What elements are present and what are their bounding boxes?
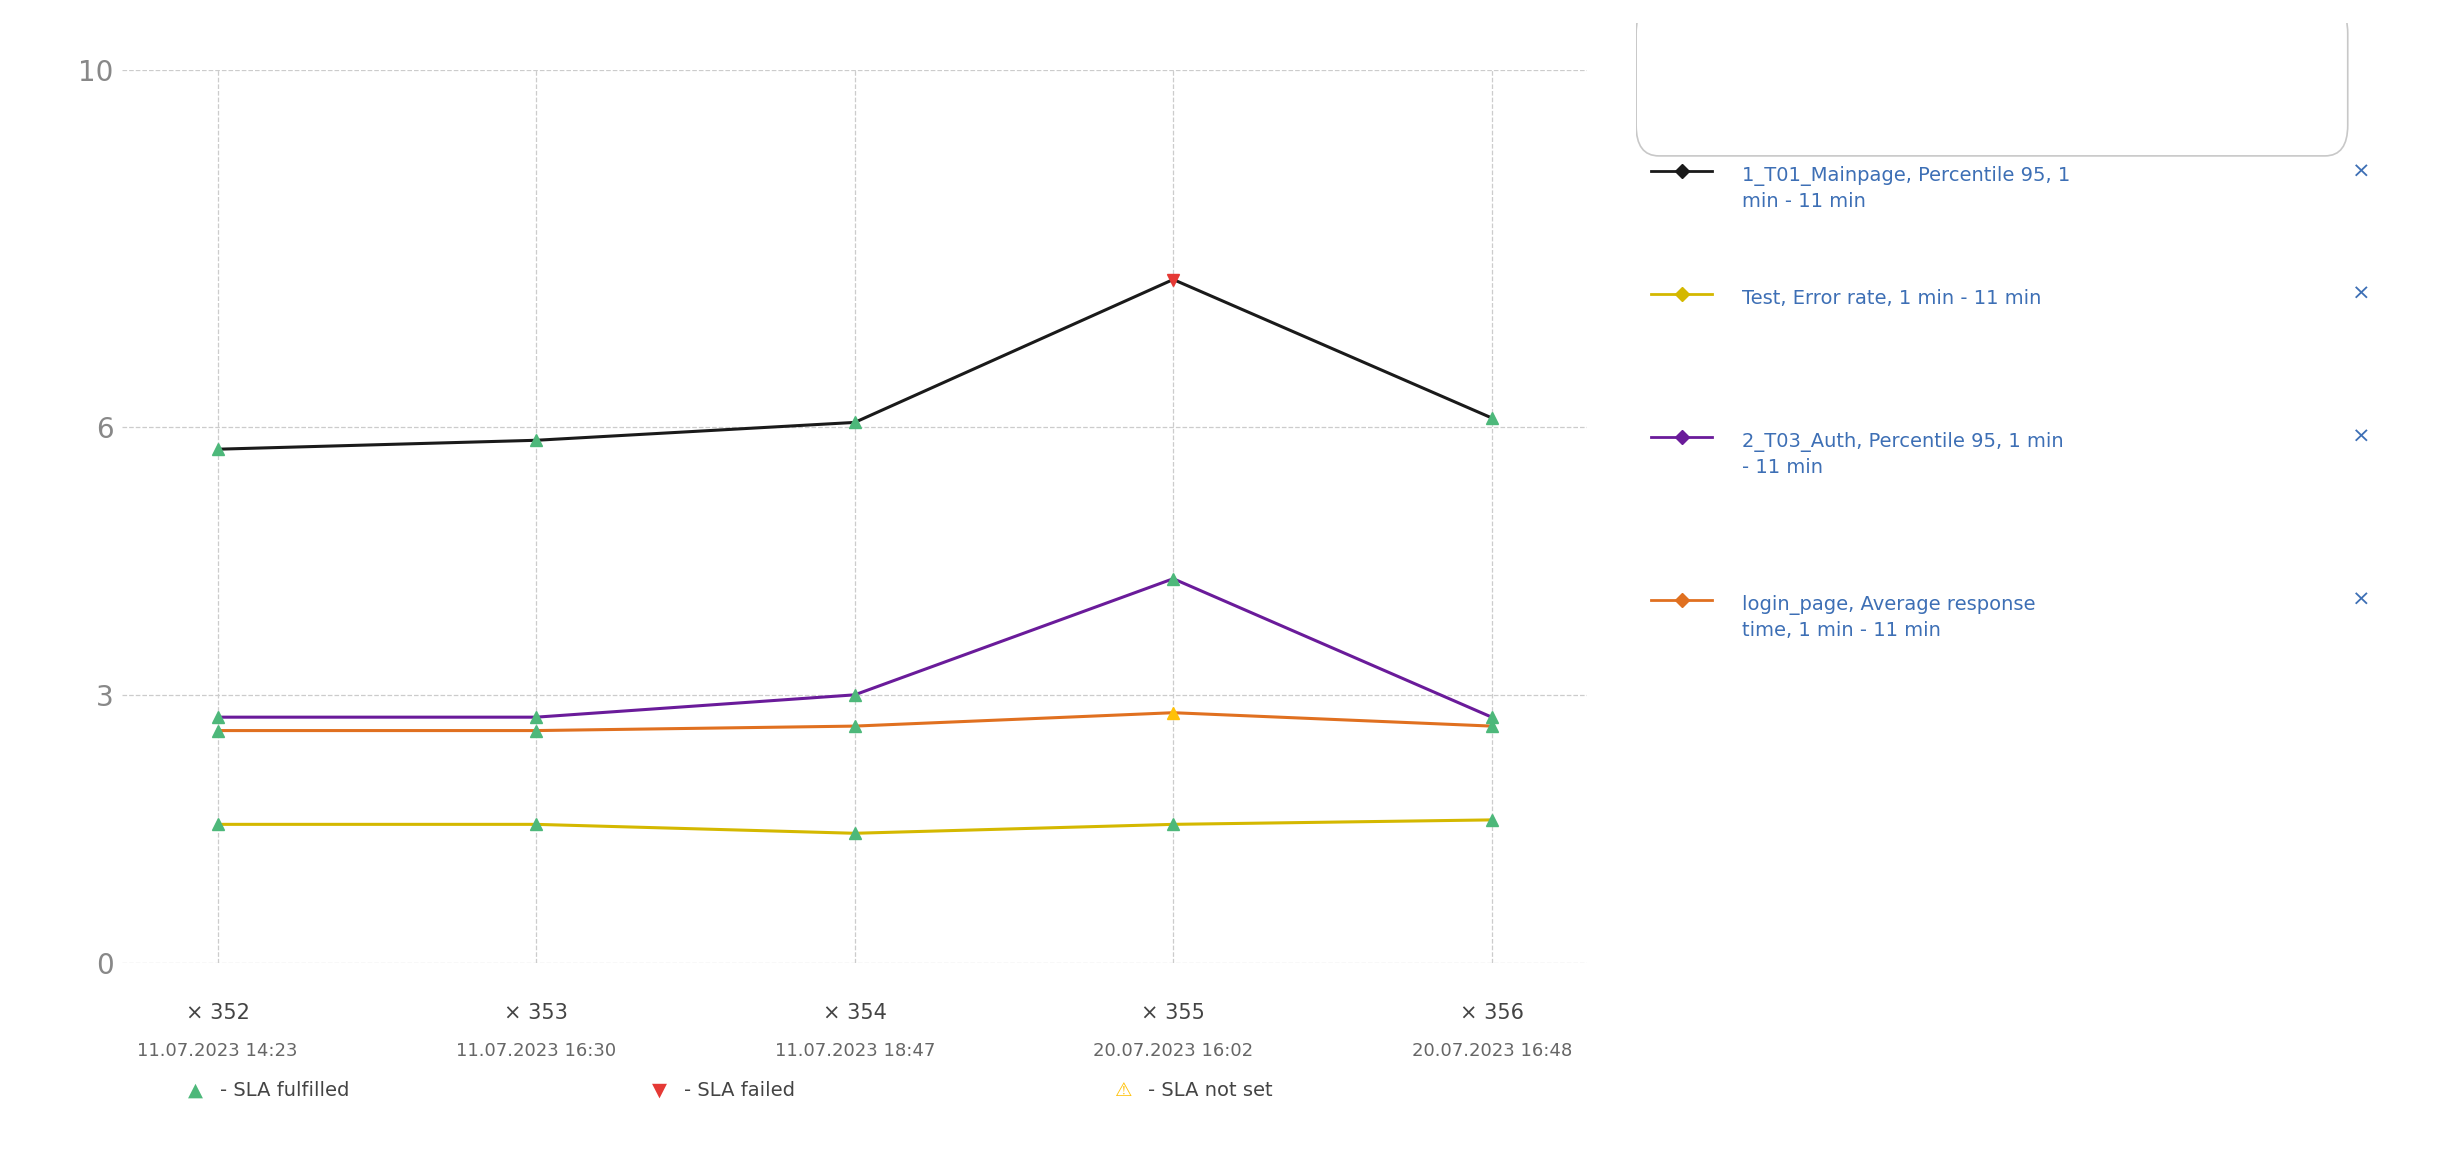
- Text: × 353: × 353: [503, 1003, 569, 1023]
- FancyBboxPatch shape: [1636, 2, 2347, 155]
- Text: 1_T01_Mainpage, Percentile 95, 1
min - 11 min: 1_T01_Mainpage, Percentile 95, 1 min - 1…: [1741, 166, 2071, 211]
- Text: Test, Error rate, 1 min - 11 min: Test, Error rate, 1 min - 11 min: [1741, 289, 2042, 307]
- Text: - SLA fulfilled: - SLA fulfilled: [220, 1081, 349, 1100]
- Text: × 356: × 356: [1460, 1003, 1524, 1023]
- Text: ×: ×: [2352, 161, 2371, 181]
- Text: × 354: × 354: [823, 1003, 886, 1023]
- Text: 11.07.2023 16:30: 11.07.2023 16:30: [457, 1042, 615, 1060]
- Text: ▼: ▼: [652, 1081, 667, 1100]
- Text: ▲: ▲: [188, 1081, 203, 1100]
- Text: login_page, Average response
time, 1 min - 11 min: login_page, Average response time, 1 min…: [1741, 595, 2037, 640]
- Text: add SLA: add SLA: [1726, 65, 1841, 93]
- Text: - SLA not set: - SLA not set: [1148, 1081, 1272, 1100]
- Text: 20.07.2023 16:48: 20.07.2023 16:48: [1411, 1042, 1573, 1060]
- Text: ⚠: ⚠: [1114, 1081, 1133, 1100]
- Text: × 352: × 352: [186, 1003, 249, 1023]
- Text: × 355: × 355: [1140, 1003, 1206, 1023]
- Text: ×: ×: [2352, 284, 2371, 304]
- Text: 11.07.2023 14:23: 11.07.2023 14:23: [137, 1042, 298, 1060]
- Text: 2_T03_Auth, Percentile 95, 1 min
- 11 min: 2_T03_Auth, Percentile 95, 1 min - 11 mi…: [1741, 432, 2063, 477]
- Text: ↓: ↓: [2291, 65, 2315, 93]
- Text: ×: ×: [2352, 427, 2371, 447]
- Text: ×: ×: [2352, 590, 2371, 610]
- Text: - SLA failed: - SLA failed: [684, 1081, 794, 1100]
- Text: 20.07.2023 16:02: 20.07.2023 16:02: [1094, 1042, 1253, 1060]
- Text: 11.07.2023 18:47: 11.07.2023 18:47: [774, 1042, 935, 1060]
